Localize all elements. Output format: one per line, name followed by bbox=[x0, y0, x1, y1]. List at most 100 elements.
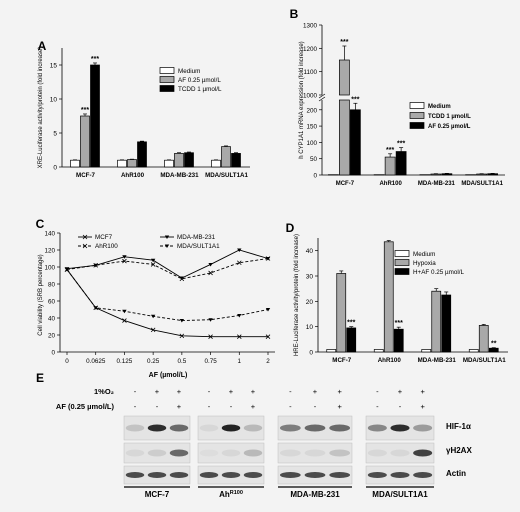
panel-e-group-label: MDA/SULT1A1 bbox=[372, 490, 428, 499]
panel-e-band bbox=[169, 472, 189, 478]
panel-c-point bbox=[237, 313, 242, 318]
panel-a-legend-swatch bbox=[159, 76, 175, 83]
panel-e-band bbox=[279, 424, 301, 432]
panel-e-band bbox=[367, 424, 387, 432]
panel-a-bar bbox=[70, 159, 80, 168]
panel-a-legend-label: Medium bbox=[178, 68, 200, 75]
panel-c-legend-marker bbox=[164, 244, 170, 248]
panel-e-band bbox=[147, 449, 167, 457]
panel-b-legend-label: TCDD 1 µmol/L bbox=[428, 114, 471, 120]
panel-e-lane-o2: + bbox=[420, 387, 425, 396]
panel-a-bar bbox=[221, 146, 231, 168]
panel-e-lane-af: + bbox=[251, 402, 256, 411]
panel-c-point bbox=[150, 262, 156, 267]
panel-c-y-label: Cell viability (SRB percentage) bbox=[38, 254, 44, 335]
panel-b-y-tick-label: 1100 bbox=[303, 69, 317, 76]
panel-b-y-tick-label: 200 bbox=[306, 107, 317, 114]
panel-e-lane-af: + bbox=[337, 402, 342, 411]
panel-e-band bbox=[169, 449, 189, 457]
panel-d-bar bbox=[383, 241, 394, 353]
panel-a-bar bbox=[90, 64, 100, 168]
panel-b-legend-swatch bbox=[409, 112, 425, 119]
panel-c-y-tick-label: 120 bbox=[44, 248, 55, 255]
panel-b-axis-break bbox=[318, 93, 326, 99]
panel-d-category-label: MDA-MB-231 bbox=[418, 357, 457, 364]
panel-d-legend-swatch bbox=[394, 250, 410, 257]
panel-c-legend-label: MCF7 bbox=[95, 234, 113, 241]
panel-a-bar bbox=[117, 159, 127, 168]
panel-d-legend-label: H+AF 0.25 µmol/L bbox=[413, 269, 465, 276]
panel-d-bar bbox=[326, 349, 337, 353]
panel-d-bar bbox=[431, 290, 442, 353]
panel-letter-a: A bbox=[38, 39, 47, 53]
panel-c-point bbox=[265, 257, 271, 261]
panel-c-point bbox=[237, 334, 242, 339]
panel-e-lane-af: - bbox=[376, 402, 379, 411]
panel-e-lane-o2: - bbox=[376, 387, 379, 396]
panel-b-bar bbox=[487, 173, 498, 176]
panel-e-band bbox=[221, 472, 241, 478]
panel-b-bar bbox=[395, 151, 407, 176]
panel-c-point bbox=[179, 333, 185, 339]
panel-e-band bbox=[147, 472, 167, 478]
panel-e-band bbox=[279, 472, 301, 478]
panel-b-bar bbox=[384, 156, 396, 176]
panel-c-y-tick-label: 60 bbox=[48, 299, 56, 306]
panel-b-legend-swatch bbox=[409, 102, 425, 109]
panel-a-bar bbox=[137, 141, 147, 168]
panel-d-significance: *** bbox=[347, 320, 355, 327]
panel-e-band bbox=[329, 472, 351, 478]
panel-d-bar bbox=[468, 349, 479, 353]
panel-c-point bbox=[122, 255, 127, 259]
panel-d-y-tick-label: 0 bbox=[309, 350, 313, 357]
panel-e-band bbox=[413, 449, 433, 457]
panel-d-significance: ** bbox=[491, 341, 497, 348]
panel-c-y-tick-label: 20 bbox=[48, 333, 56, 340]
panel-e-lane-o2: + bbox=[398, 387, 403, 396]
panel-e-band bbox=[413, 472, 433, 478]
panel-d-y-label: HRE-Luciferase activity/protein (fold in… bbox=[294, 234, 300, 356]
panel-e-lane-o2: + bbox=[155, 387, 160, 396]
panel-e-lane-af: - bbox=[314, 402, 317, 411]
panel-b-category-label: AhR100 bbox=[379, 181, 402, 187]
panel-d-y-tick-label: 30 bbox=[306, 274, 314, 281]
panel-d-bar bbox=[478, 325, 489, 353]
panel-e-lane-af: + bbox=[420, 402, 425, 411]
panel-c-x-tick-label: 0.125 bbox=[117, 358, 133, 365]
panel-c-y-tick-label: 80 bbox=[48, 282, 56, 289]
panel-e-band bbox=[199, 424, 219, 432]
panel-a-bar bbox=[80, 115, 90, 168]
panel-c-series-line bbox=[66, 269, 268, 338]
panel-a-bar bbox=[231, 153, 241, 168]
panel-d-legend-label: Medium bbox=[413, 251, 435, 258]
panel-b-axis-break bbox=[318, 96, 326, 102]
panel-a-y-tick-label: 15 bbox=[50, 63, 58, 70]
panel-e-row-label: AF (0.25 µmol/L) bbox=[56, 402, 115, 411]
panel-a-category-label: MDA-MB-231 bbox=[160, 172, 199, 179]
panel-e-group-label: MDA-MB-231 bbox=[290, 490, 340, 499]
panel-a-legend-swatch bbox=[159, 67, 175, 74]
panel-c-y-tick-label: 140 bbox=[44, 231, 55, 238]
panel-b-bar bbox=[476, 173, 487, 176]
panel-d-legend-swatch bbox=[394, 268, 410, 275]
panel-e-band bbox=[304, 424, 326, 432]
panel-e-group-label: AhR100 bbox=[219, 490, 243, 499]
panel-c-legend-marker bbox=[82, 234, 88, 240]
panel-c-point bbox=[150, 314, 156, 319]
panel-d-legend-label: Hypoxia bbox=[413, 260, 436, 267]
panel-c-legend-label: MDA/SULT1A1 bbox=[177, 243, 220, 250]
panel-e-lane-af: - bbox=[289, 402, 292, 411]
panel-b-significance: *** bbox=[386, 147, 394, 154]
panel-e-lane-af: + bbox=[177, 402, 182, 411]
panel-a-y-tick-label: 0 bbox=[53, 165, 57, 172]
panel-c-y-tick-label: 0 bbox=[51, 350, 55, 357]
panel-c-legend-label: AhR100 bbox=[95, 243, 118, 250]
panel-b-significance: *** bbox=[340, 39, 348, 46]
panel-c-point bbox=[237, 248, 242, 252]
panel-e-band bbox=[221, 424, 241, 432]
panel-e-group-label: MCF-7 bbox=[145, 490, 170, 499]
panel-b-y-tick-label: 50 bbox=[310, 156, 318, 163]
panel-a-legend-swatch bbox=[159, 85, 175, 92]
panel-c-y-tick-label: 100 bbox=[44, 265, 55, 272]
